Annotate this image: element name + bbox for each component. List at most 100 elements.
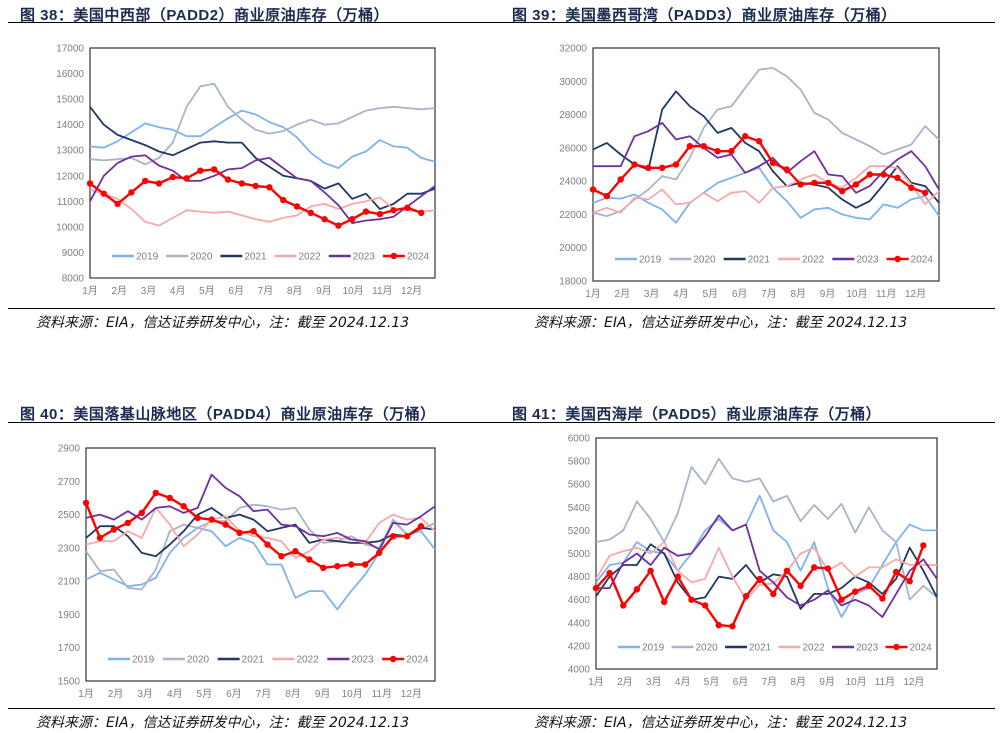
legend-label-2024: 2024 [910, 643, 933, 654]
y-tick-label: 12000 [56, 171, 84, 182]
x-tick-label: 6月 [228, 285, 244, 297]
data-point-2024 [865, 582, 872, 590]
y-tick-label: 5800 [568, 457, 591, 468]
legend-label-2021: 2021 [242, 655, 265, 666]
x-tick-label: 2月 [111, 285, 127, 297]
data-point-2024 [811, 564, 818, 571]
data-point-2024 [166, 494, 173, 502]
chart-title-padd2: 图 38：美国中西部（PADD2）商业原油库存（万桶） [20, 7, 390, 24]
data-point-2024 [852, 181, 860, 188]
x-tick-label: 12月 [903, 676, 924, 688]
y-tick-label: 2900 [58, 444, 81, 455]
data-point-2024 [321, 216, 328, 223]
data-point-2024 [86, 180, 94, 187]
data-point-2024 [715, 621, 722, 629]
data-point-2024 [264, 541, 271, 548]
y-tick-label: 4000 [568, 665, 591, 676]
data-point-2024 [236, 529, 243, 537]
data-point-2024 [688, 596, 695, 603]
data-point-2024 [306, 556, 313, 563]
data-point-2024 [906, 578, 913, 585]
y-tick-label: 20000 [559, 243, 587, 254]
data-point-2024 [417, 523, 425, 530]
x-tick-label: 4月 [170, 285, 186, 297]
x-tick-label: 6月 [733, 676, 749, 688]
data-point-2024 [292, 547, 299, 555]
series-line-2021 [85, 506, 436, 558]
source-divider [8, 308, 500, 309]
y-tick-label: 17000 [56, 44, 84, 55]
x-tick-label: 8月 [790, 288, 806, 300]
source-divider [8, 708, 500, 709]
source-note-padd3: 资料来源：EIA，信达证券研发中心，注：截至 2024.12.13 [534, 315, 908, 331]
data-point-2024 [100, 190, 108, 197]
data-point-2024 [169, 173, 176, 181]
data-point-2024 [114, 200, 121, 208]
y-tick-label: 2100 [58, 577, 81, 588]
x-tick-label: 4月 [675, 676, 691, 688]
legend-marker-2024 [389, 655, 397, 663]
y-tick-label: 5200 [568, 526, 591, 537]
x-tick-label: 1月 [78, 688, 94, 700]
data-point-2024 [879, 595, 886, 602]
x-tick-label: 5月 [199, 285, 215, 297]
data-point-2024 [700, 142, 707, 150]
data-point-2024 [403, 533, 411, 540]
data-point-2024 [921, 189, 929, 196]
x-tick-label: 11月 [875, 676, 895, 688]
data-point-2024 [661, 598, 668, 606]
plot-area [592, 47, 940, 282]
legend-label-2020: 2020 [693, 255, 716, 266]
x-tick-label: 4月 [673, 288, 689, 300]
data-point-2024 [825, 179, 832, 187]
legend-label-2022: 2022 [299, 252, 322, 263]
y-tick-label: 1500 [58, 677, 81, 688]
x-tick-label: 8月 [287, 285, 303, 297]
x-tick-label: 9月 [315, 688, 331, 700]
x-tick-label: 12月 [905, 288, 926, 300]
y-tick-label: 26000 [559, 143, 587, 154]
data-point-2024 [96, 534, 104, 542]
x-tick-label: 1月 [588, 676, 604, 688]
x-tick-label: 8月 [791, 676, 807, 688]
series-line-2022 [89, 188, 436, 227]
data-point-2024 [128, 189, 135, 196]
data-point-2024 [404, 204, 411, 211]
data-point-2024 [238, 180, 245, 187]
y-tick-label: 32000 [559, 44, 587, 55]
plot-area [595, 437, 938, 670]
legend-label-2019: 2019 [132, 655, 155, 666]
data-point-2024 [278, 552, 285, 560]
legend-label-2019: 2019 [642, 643, 665, 654]
x-tick-label: 11月 [372, 285, 392, 297]
x-tick-label: 3月 [137, 688, 153, 700]
data-point-2024 [362, 208, 370, 215]
source-note-padd4: 资料来源：EIA，信达证券研发中心，注：截至 2024.12.13 [36, 715, 410, 731]
data-point-2024 [838, 596, 845, 603]
data-point-2024 [672, 161, 680, 168]
data-point-2024 [686, 142, 694, 150]
data-point-2024 [742, 593, 750, 600]
data-point-2024 [155, 180, 163, 187]
data-point-2024 [194, 514, 201, 522]
x-tick-label: 5月 [704, 676, 720, 688]
legend-marker-2024 [390, 252, 398, 260]
y-tick-label: 5000 [568, 549, 591, 560]
data-point-2024 [659, 164, 666, 172]
data-point-2024 [362, 561, 369, 568]
data-point-2024 [82, 499, 90, 507]
y-tick-label: 15000 [56, 95, 84, 106]
x-tick-label: 5月 [703, 288, 719, 300]
x-tick-label: 7月 [761, 288, 777, 300]
data-point-2024 [152, 489, 159, 497]
y-tick-label: 11000 [57, 197, 85, 208]
data-point-2024 [633, 586, 641, 593]
x-tick-label: 3月 [644, 288, 660, 300]
data-point-2024 [138, 509, 146, 517]
data-point-2024 [197, 167, 204, 174]
data-point-2024 [349, 216, 356, 223]
source-divider [500, 308, 995, 309]
data-point-2024 [224, 176, 232, 183]
legend-label-2019: 2019 [639, 255, 662, 266]
